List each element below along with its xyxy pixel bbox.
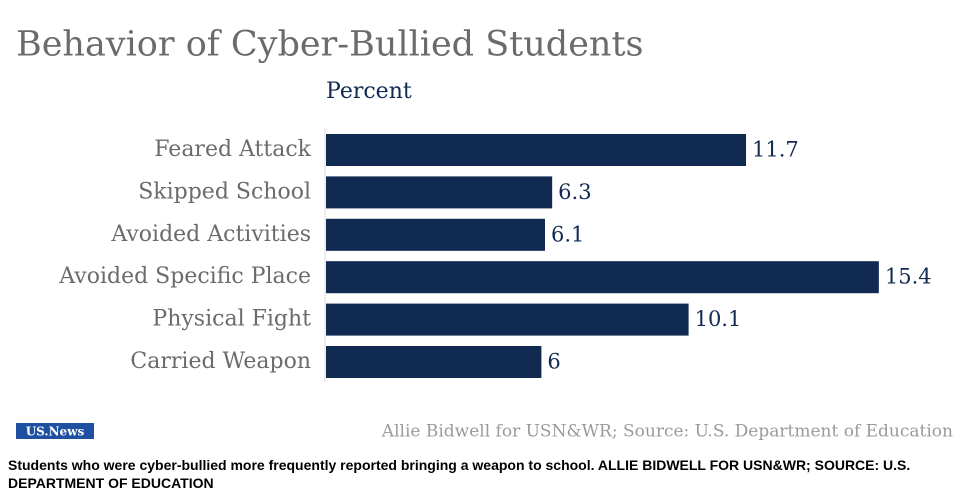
bar <box>326 346 542 378</box>
category-label: Avoided Activities <box>110 222 311 247</box>
value-label: 6 <box>547 350 560 374</box>
value-label: 6.3 <box>558 180 591 204</box>
bar <box>326 218 545 251</box>
value-label: 10.1 <box>695 307 742 331</box>
value-label: 11.7 <box>752 138 799 162</box>
logo-box <box>16 423 94 439</box>
category-label: Feared Attack <box>154 137 311 162</box>
category-label: Carried Weapon <box>130 349 311 374</box>
bar <box>326 134 747 166</box>
chart-subtitle: Percent <box>326 79 412 104</box>
category-label: Physical Fight <box>152 307 311 332</box>
chart-title: Behavior of Cyber-Bullied Students <box>16 25 643 65</box>
value-label: 6.1 <box>551 222 584 246</box>
source: Allie Bidwell for USN&WR; Source: U.S. D… <box>381 422 953 442</box>
category-label: Skipped School <box>138 179 311 204</box>
value-label: 15.4 <box>885 265 932 289</box>
chart: Behavior of Cyber-Bullied Students Perce… <box>16 25 953 442</box>
caption: Students who were cyber-bullied more fre… <box>8 457 911 491</box>
bar <box>326 261 879 294</box>
bar <box>326 176 553 209</box>
bar <box>326 303 689 336</box>
category-label: Avoided Specific Place <box>58 264 311 289</box>
logo: US.News <box>26 425 85 439</box>
